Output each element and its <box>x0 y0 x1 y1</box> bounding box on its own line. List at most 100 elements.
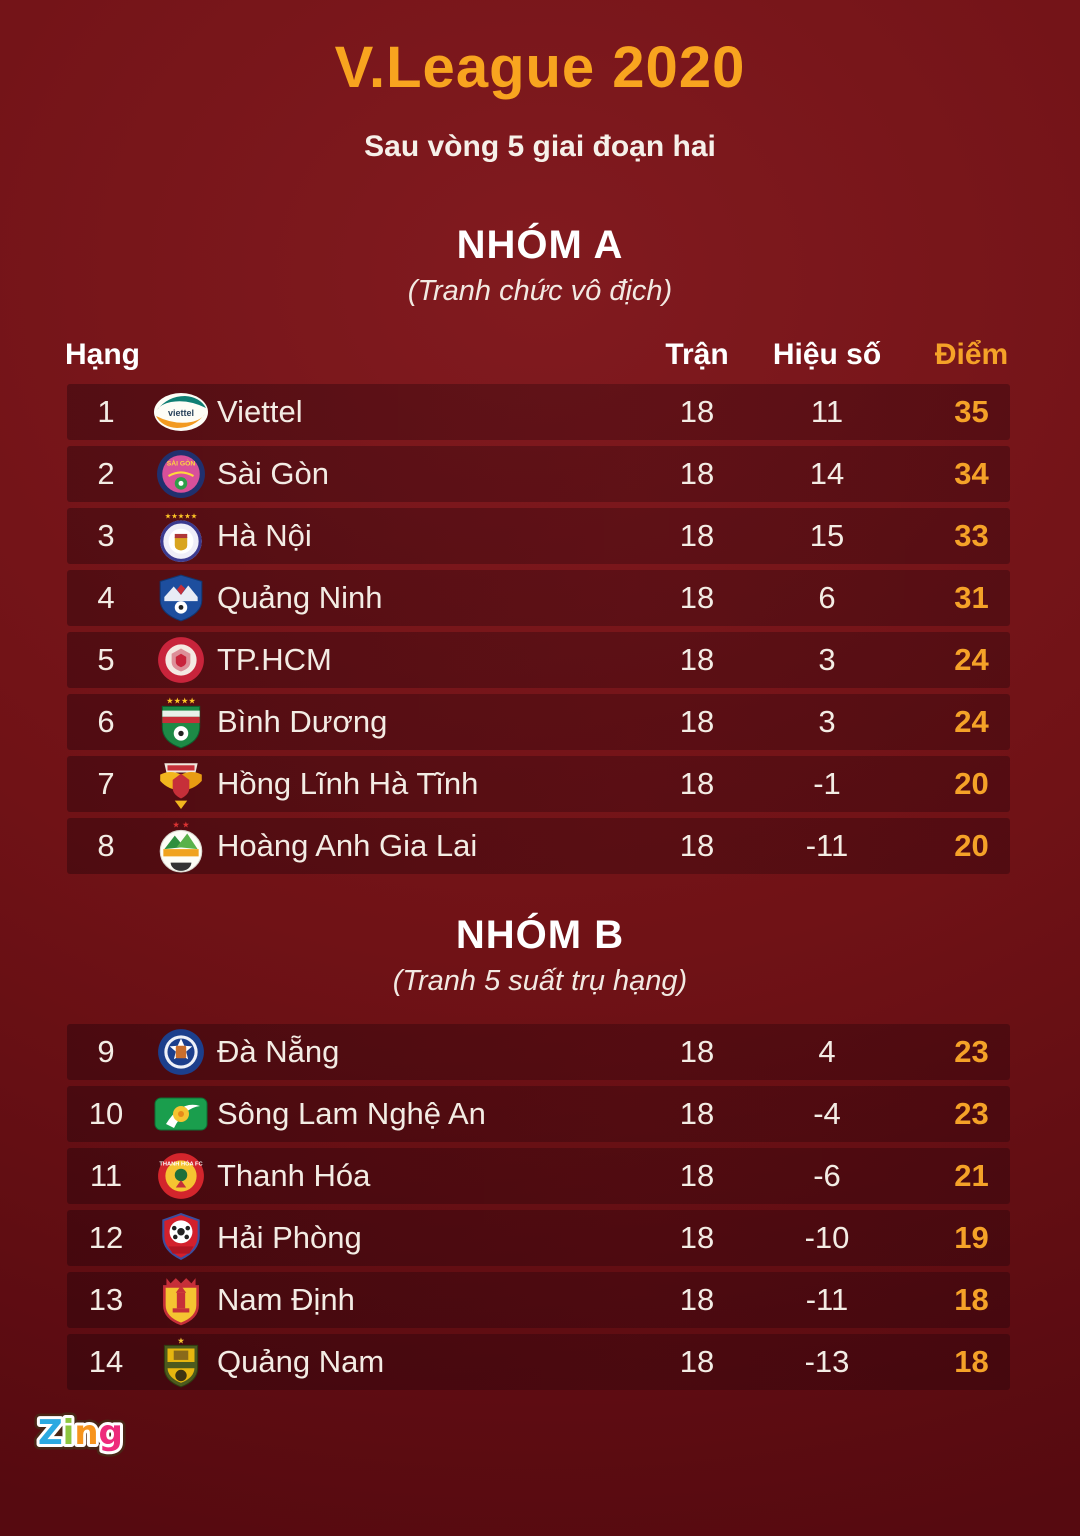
table-row: 10 Sông Lam Nghệ An 18 -4 23 <box>67 1086 1010 1142</box>
points: 19 <box>954 1220 989 1255</box>
goal-difference: 3 <box>818 704 836 739</box>
rank: 5 <box>97 642 115 677</box>
points: 18 <box>954 1344 989 1379</box>
col-header-points: Điểm <box>934 338 1009 371</box>
rank: 13 <box>88 1282 124 1317</box>
group-b-rows: 9 Đà Nẵng 18 4 23 10 <box>0 1024 1080 1390</box>
matches-played: 18 <box>679 642 715 677</box>
matches-played: 18 <box>679 1344 715 1379</box>
matches-played: 18 <box>679 1034 715 1069</box>
team-name: Bình Dương <box>217 704 388 739</box>
points: 18 <box>954 1282 989 1317</box>
goal-difference: 15 <box>809 518 845 553</box>
rank: 8 <box>97 828 115 863</box>
svg-text:Zing: Zing <box>38 1413 123 1453</box>
tphcm-crest-icon <box>145 635 217 685</box>
zing-logo: Zing Zing Zing <box>33 1408 129 1459</box>
points: 31 <box>954 580 989 615</box>
svg-text:★★★★★: ★★★★★ <box>165 511 198 520</box>
svg-text:SÀI GÒN: SÀI GÒN <box>167 459 196 468</box>
page-subtitle: Sau vòng 5 giai đoạn hai <box>364 130 716 163</box>
points: 20 <box>954 766 989 801</box>
vleague-standings-infographic: V.League 2020 Sau vòng 5 giai đoạn hai N… <box>0 36 1080 1463</box>
team-name: Sài Gòn <box>217 456 330 491</box>
points: 24 <box>954 704 989 739</box>
group-a-title: NHÓM A <box>456 223 624 267</box>
svg-text:viettel: viettel <box>168 408 194 418</box>
matches-played: 18 <box>679 1096 715 1131</box>
goal-difference: 3 <box>818 642 836 677</box>
matches-played: 18 <box>679 456 715 491</box>
goal-difference: -11 <box>805 828 849 863</box>
team-name: Quảng Nam <box>217 1344 385 1379</box>
matches-played: 18 <box>679 766 715 801</box>
matches-played: 18 <box>679 1220 715 1255</box>
matches-played: 18 <box>679 828 715 863</box>
goal-difference: 4 <box>818 1034 836 1069</box>
points: 24 <box>954 642 989 677</box>
group-b-title: NHÓM B <box>455 913 625 957</box>
table-header: Hạng Trận Hiệu số Điểm <box>65 335 1010 375</box>
table-row: 3 ★★★★★ Hà Nội 18 15 33 <box>67 508 1010 564</box>
points: 20 <box>954 828 989 863</box>
rank: 4 <box>97 580 115 615</box>
svg-text:★★★★: ★★★★ <box>166 695 196 705</box>
team-name: Viettel <box>217 394 303 429</box>
table-row: 4 Quảng Ninh 18 6 31 <box>67 570 1010 626</box>
goal-difference: -6 <box>813 1158 841 1193</box>
binh-duong-crest-icon: ★★★★ <box>145 694 217 750</box>
team-name: Hoàng Anh Gia Lai <box>217 828 478 863</box>
goal-difference: -11 <box>805 1282 849 1317</box>
rank: 9 <box>97 1034 115 1069</box>
team-name: TP.HCM <box>217 642 332 677</box>
rank: 7 <box>97 766 115 801</box>
team-name: Sông Lam Nghệ An <box>217 1096 486 1131</box>
matches-played: 18 <box>679 394 715 429</box>
rank: 14 <box>88 1344 124 1379</box>
svg-text:Zing: Zing <box>38 1413 123 1453</box>
table-row: 2 SÀI GÒN Sài Gòn 18 14 34 <box>67 446 1010 502</box>
svg-text:THANH HÓA FC: THANH HÓA FC <box>159 1160 202 1168</box>
rank: 3 <box>97 518 115 553</box>
matches-played: 18 <box>679 1282 715 1317</box>
rank: 10 <box>88 1096 124 1131</box>
col-header-rank: Hạng <box>65 338 140 371</box>
table-row: 13 Nam Định 18 -11 18 <box>67 1272 1010 1328</box>
table-row: 7 Hồng Lĩnh Hà Tĩnh 18 -1 20 <box>67 756 1010 812</box>
svg-text:★ ★: ★ ★ <box>172 819 189 829</box>
points: 23 <box>954 1096 989 1131</box>
table-row: 12 Hải Phòng 18 -10 19 <box>67 1210 1010 1266</box>
team-name: Quảng Ninh <box>217 580 383 615</box>
saigon-fc-crest-icon: SÀI GÒN <box>145 449 217 499</box>
rank: 12 <box>88 1220 124 1255</box>
points: 23 <box>954 1034 989 1069</box>
team-name: Nam Định <box>217 1282 355 1317</box>
matches-played: 18 <box>679 704 715 739</box>
hong-linh-ha-tinh-crest-icon <box>145 758 217 810</box>
nam-dinh-crest-icon <box>145 1274 217 1326</box>
matches-played: 18 <box>679 1158 715 1193</box>
group-a-rows: 1 viettel Viettel 18 11 35 2 <box>0 384 1080 874</box>
hanoi-fc-crest-icon: ★★★★★ <box>145 509 217 563</box>
points: 35 <box>954 394 989 429</box>
points: 33 <box>954 518 989 553</box>
goal-difference: -1 <box>813 766 841 801</box>
col-header-played: Trận <box>665 338 729 371</box>
zing-logo-outline: Zing <box>38 1413 123 1453</box>
table-row: 9 Đà Nẵng 18 4 23 <box>67 1024 1010 1080</box>
goal-difference: -4 <box>813 1096 841 1131</box>
col-header-goal-difference: Hiệu số <box>772 338 882 371</box>
da-nang-crest-icon <box>145 1027 217 1077</box>
group-a-section: NHÓM A (Tranh chức vô địch) Hạng Trận Hi… <box>0 222 1080 874</box>
table-row: 14 ★ Quảng Nam 18 -13 18 <box>67 1334 1010 1390</box>
team-name: Hà Nội <box>217 518 312 553</box>
goal-difference: -13 <box>804 1344 850 1379</box>
team-name: Hồng Lĩnh Hà Tĩnh <box>217 766 479 801</box>
matches-played: 18 <box>679 518 715 553</box>
goal-difference: 14 <box>809 456 845 491</box>
team-name: Đà Nẵng <box>217 1034 340 1069</box>
quang-nam-crest-icon: ★ <box>145 1335 217 1389</box>
hagl-crest-icon: ★ ★ <box>145 819 217 873</box>
viettel-crest-icon: viettel <box>145 392 217 432</box>
thanh-hoa-crest-icon: THANH HÓA FC <box>145 1151 217 1201</box>
